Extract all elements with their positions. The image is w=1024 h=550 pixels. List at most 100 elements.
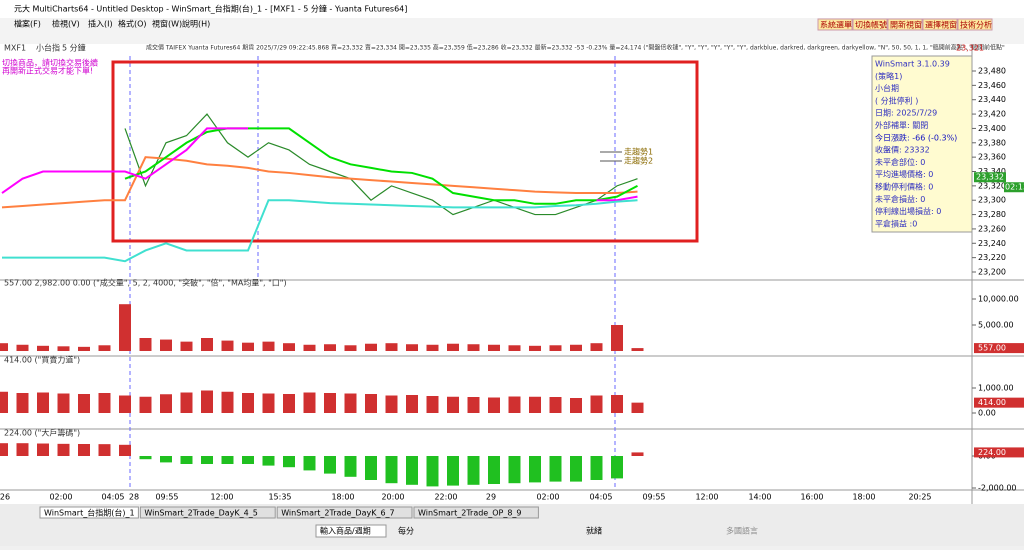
bar	[16, 443, 29, 456]
menu-item[interactable]: 插入(I)	[88, 19, 113, 29]
bar	[508, 345, 521, 351]
tab[interactable]	[276, 506, 413, 519]
info-line: 小台期	[875, 83, 899, 93]
info-line: 收盤價: 23332	[875, 145, 930, 155]
bar	[283, 394, 295, 413]
toolbar-button-label[interactable]: 選擇視窗	[925, 20, 957, 30]
toolbar-button[interactable]	[887, 18, 923, 31]
price-line	[124, 127, 638, 205]
last-price-label: 23,332	[976, 173, 1004, 182]
toolbar-button[interactable]	[957, 18, 993, 31]
bar	[180, 341, 193, 351]
tab-label[interactable]: WinSmart_2Trade_DayK_4_5	[144, 509, 257, 518]
bar	[262, 393, 275, 413]
bar	[262, 456, 275, 466]
bar	[139, 456, 152, 460]
bar	[631, 348, 644, 351]
y-tick-label: 23,460	[978, 81, 1006, 90]
bar	[549, 456, 562, 482]
symbol-input[interactable]	[315, 524, 387, 538]
bar	[303, 456, 316, 471]
tab[interactable]	[39, 506, 139, 519]
bar	[37, 443, 49, 456]
y-tick-label: 23,400	[978, 124, 1006, 133]
x-tick-label: 04:05	[101, 493, 124, 502]
x-tick-label: 14:00	[748, 493, 771, 502]
tab[interactable]	[413, 506, 539, 519]
x-tick-label: 12:00	[695, 493, 718, 502]
bar	[303, 344, 316, 351]
bar	[201, 338, 213, 351]
y-tick-label: 23,420	[978, 110, 1006, 119]
toolbar-button[interactable]	[817, 18, 853, 31]
chart-symbol[interactable]: MXF1	[4, 44, 26, 53]
bar	[385, 456, 398, 484]
y-tick-label: 23,360	[978, 153, 1006, 162]
toolbar-button-label[interactable]: 切換帳號	[855, 20, 887, 30]
tab-label[interactable]: WinSmart_2Trade_OP_8_9	[418, 509, 522, 518]
y-tick-label: 1,000.00	[978, 384, 1014, 393]
last-value-box	[974, 447, 1024, 458]
bar	[344, 456, 357, 477]
menu-item[interactable]: 檔案(F)	[14, 19, 41, 29]
toolbar-button[interactable]	[922, 18, 958, 31]
bar	[262, 341, 275, 351]
bar	[488, 397, 500, 413]
bar	[590, 395, 603, 413]
menu-item[interactable]: 檢視(V)	[52, 19, 80, 29]
x-tick-label: 09:55	[642, 493, 665, 502]
bar	[78, 346, 90, 351]
bar	[549, 345, 562, 351]
x-tick-label: 26	[0, 493, 10, 502]
bar	[160, 394, 172, 413]
time-label: 02:13	[1005, 183, 1024, 192]
bar	[98, 393, 111, 413]
info-line: 移動停利價格: 0	[875, 182, 933, 192]
symbol-input-text[interactable]: 輸入商品/週期	[320, 526, 371, 536]
bar	[426, 396, 439, 413]
y-tick-label: 23,220	[978, 253, 1006, 262]
bar	[119, 395, 131, 413]
toolbar-button[interactable]	[852, 18, 888, 31]
menu-item[interactable]: 格式(O)	[118, 19, 147, 29]
x-tick-label: 16:00	[800, 493, 823, 502]
info-line: 未平倉損益: 0	[875, 194, 925, 204]
bar	[160, 456, 172, 463]
x-tick-label: 20:00	[381, 493, 404, 502]
tab-label[interactable]: WinSmart_2Trade_DayK_6_7	[281, 509, 394, 518]
y-tick-label: 23,200	[978, 268, 1006, 277]
highlight-box	[111, 60, 699, 243]
bar	[180, 392, 193, 413]
bar	[570, 456, 582, 482]
info-line: 外部補單: 關閉	[875, 120, 928, 130]
bar	[221, 456, 234, 464]
price-line	[2, 199, 638, 263]
toolbar-button-label[interactable]: 開新視窗	[890, 20, 922, 30]
bar	[98, 345, 111, 351]
menu-item[interactable]: 視窗(W)	[152, 19, 182, 29]
period[interactable]: 每分	[398, 526, 414, 536]
bar	[570, 344, 582, 351]
chart-area	[0, 44, 1024, 504]
y-tick-label: 23,240	[978, 239, 1006, 248]
info-line: 停利線出場損益: 0	[875, 206, 941, 216]
bar	[590, 456, 603, 480]
bar	[529, 345, 541, 351]
toolbar-button-label[interactable]: 技術分析	[960, 20, 992, 30]
language[interactable]: 多國語言	[726, 526, 758, 536]
x-tick-label: 28	[129, 493, 139, 502]
toolbar-button-label[interactable]: 系統選單	[820, 20, 852, 30]
title-bar	[0, 0, 1024, 18]
tab-label[interactable]: WinSmart_台指期(台)_1	[44, 508, 135, 518]
bar	[221, 340, 234, 351]
menu-item[interactable]: 說明(H)	[182, 19, 210, 29]
info-line: ( 分批停利 )	[875, 95, 918, 105]
bar	[447, 456, 459, 486]
info-line: 平均進場價格: 0	[875, 169, 933, 179]
bar	[447, 343, 459, 351]
window-title: 元大 MultiCharts64 - Untitled Desktop - Wi…	[14, 4, 407, 14]
tab[interactable]	[139, 506, 276, 519]
last-value-box	[974, 343, 1024, 354]
price-line	[124, 113, 638, 216]
bar	[57, 443, 70, 456]
